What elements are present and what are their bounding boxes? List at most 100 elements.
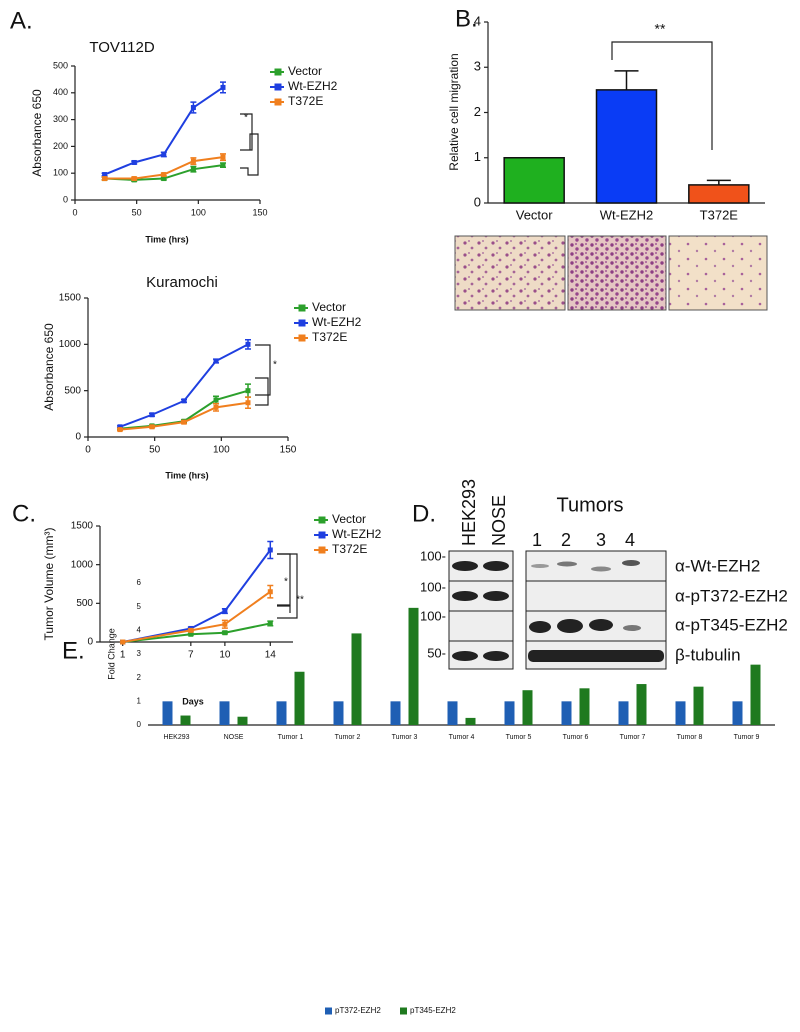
panel-label: C. xyxy=(12,500,36,527)
y-tick-label: 1000 xyxy=(59,339,82,350)
panel-label: A. xyxy=(10,7,33,34)
chart-title: TOV112D xyxy=(89,39,154,56)
bar xyxy=(636,684,647,725)
lane-label: 2 xyxy=(561,530,571,550)
annotation: ** xyxy=(655,21,666,37)
point xyxy=(220,154,226,160)
panel-label: D. xyxy=(412,500,436,527)
x-tick-label: Tumor 8 xyxy=(677,734,703,741)
legend-marker xyxy=(298,334,306,342)
blot-row-label: α-pT372-EZH2 xyxy=(675,586,788,605)
series-line xyxy=(104,86,224,176)
bar xyxy=(162,701,173,725)
x-tick-label: 100 xyxy=(191,207,206,217)
y-tick-label: 3 xyxy=(137,649,142,658)
bar xyxy=(219,701,230,725)
point xyxy=(102,176,108,182)
bar xyxy=(595,89,658,204)
lane-label: 1 xyxy=(532,530,542,550)
blot-row-label: α-pT345-EZH2 xyxy=(675,615,788,634)
point xyxy=(161,151,167,157)
point xyxy=(161,176,167,182)
x-tick-label: 10 xyxy=(219,650,231,661)
point xyxy=(245,400,251,406)
annotation: * xyxy=(244,113,248,124)
mw-label: 100- xyxy=(420,608,446,623)
x-tick-label: 150 xyxy=(280,445,297,456)
y-tick-label: 500 xyxy=(64,385,81,396)
point xyxy=(149,412,155,418)
point xyxy=(131,159,137,165)
y-axis-label: Absorbance 650 xyxy=(30,89,44,177)
bar xyxy=(351,633,362,725)
x-axis-label: Time (hrs) xyxy=(165,470,208,480)
legend-marker xyxy=(318,546,326,554)
x-tick-label: 0 xyxy=(72,207,77,217)
legend-marker xyxy=(298,319,306,327)
x-tick-label: Tumor 9 xyxy=(734,734,760,741)
x-tick-label: Tumor 7 xyxy=(620,734,646,741)
y-tick-label: 5 xyxy=(137,602,142,611)
y-tick-label: 1000 xyxy=(71,559,94,570)
bar xyxy=(522,690,533,725)
x-tick-label: HEK293 xyxy=(163,734,189,741)
y-tick-label: 0 xyxy=(474,194,481,209)
bar xyxy=(693,686,704,725)
bar xyxy=(333,701,344,725)
x-tick-label: Tumor 2 xyxy=(335,734,361,741)
x-tick-label: Wt-EZH2 xyxy=(600,207,653,222)
mw-label: 100- xyxy=(420,579,446,594)
legend-label: T372E xyxy=(312,330,347,344)
x-tick-label: 50 xyxy=(149,445,161,456)
bar xyxy=(447,701,458,725)
lane-label: NOSE xyxy=(489,495,509,546)
legend-marker xyxy=(400,1007,407,1015)
series-line xyxy=(119,401,249,431)
x-axis-label: Time (hrs) xyxy=(145,234,188,244)
x-tick-label: Vector xyxy=(516,207,554,222)
legend-label: Vector xyxy=(288,64,322,78)
point xyxy=(213,404,219,410)
x-tick-label: Tumor 3 xyxy=(392,734,418,741)
x-tick-label: T372E xyxy=(700,207,739,222)
point xyxy=(181,419,187,425)
blot-row-label: α-Wt-EZH2 xyxy=(675,556,760,575)
point xyxy=(245,341,251,347)
error-bar xyxy=(706,179,731,185)
bar xyxy=(276,701,287,725)
point xyxy=(102,172,108,178)
point xyxy=(267,547,273,553)
annotation: * xyxy=(284,577,288,588)
bar xyxy=(618,701,629,725)
micrograph xyxy=(567,235,667,311)
point xyxy=(213,397,219,403)
series-line xyxy=(119,343,249,428)
x-tick-label: Tumor 6 xyxy=(563,734,589,741)
bar xyxy=(504,701,515,725)
point xyxy=(267,589,273,595)
x-tick-label: 100 xyxy=(213,445,230,456)
y-tick-label: 4 xyxy=(474,13,481,28)
legend-label: Wt-EZH2 xyxy=(288,79,338,93)
point xyxy=(188,627,194,633)
x-tick-label: 1 xyxy=(120,650,126,661)
point xyxy=(222,630,228,636)
bar xyxy=(465,717,476,725)
point xyxy=(131,176,137,182)
y-tick-label: 200 xyxy=(53,141,68,151)
y-axis-label: Tumor Volume (mm³) xyxy=(42,528,56,641)
bar xyxy=(237,716,248,725)
x-tick-label: Tumor 5 xyxy=(506,734,532,741)
error-bar xyxy=(614,70,639,90)
y-tick-label: 300 xyxy=(53,114,68,124)
legend-marker xyxy=(325,1007,332,1015)
point xyxy=(161,172,167,178)
legend-label: T372E xyxy=(288,94,323,108)
bar xyxy=(688,184,750,204)
y-tick-label: 3 xyxy=(474,59,481,74)
y-tick-label: 1 xyxy=(474,149,481,164)
y-tick-label: 6 xyxy=(137,578,142,587)
y-tick-label: 1500 xyxy=(59,293,82,304)
y-tick-label: 0 xyxy=(137,720,142,729)
